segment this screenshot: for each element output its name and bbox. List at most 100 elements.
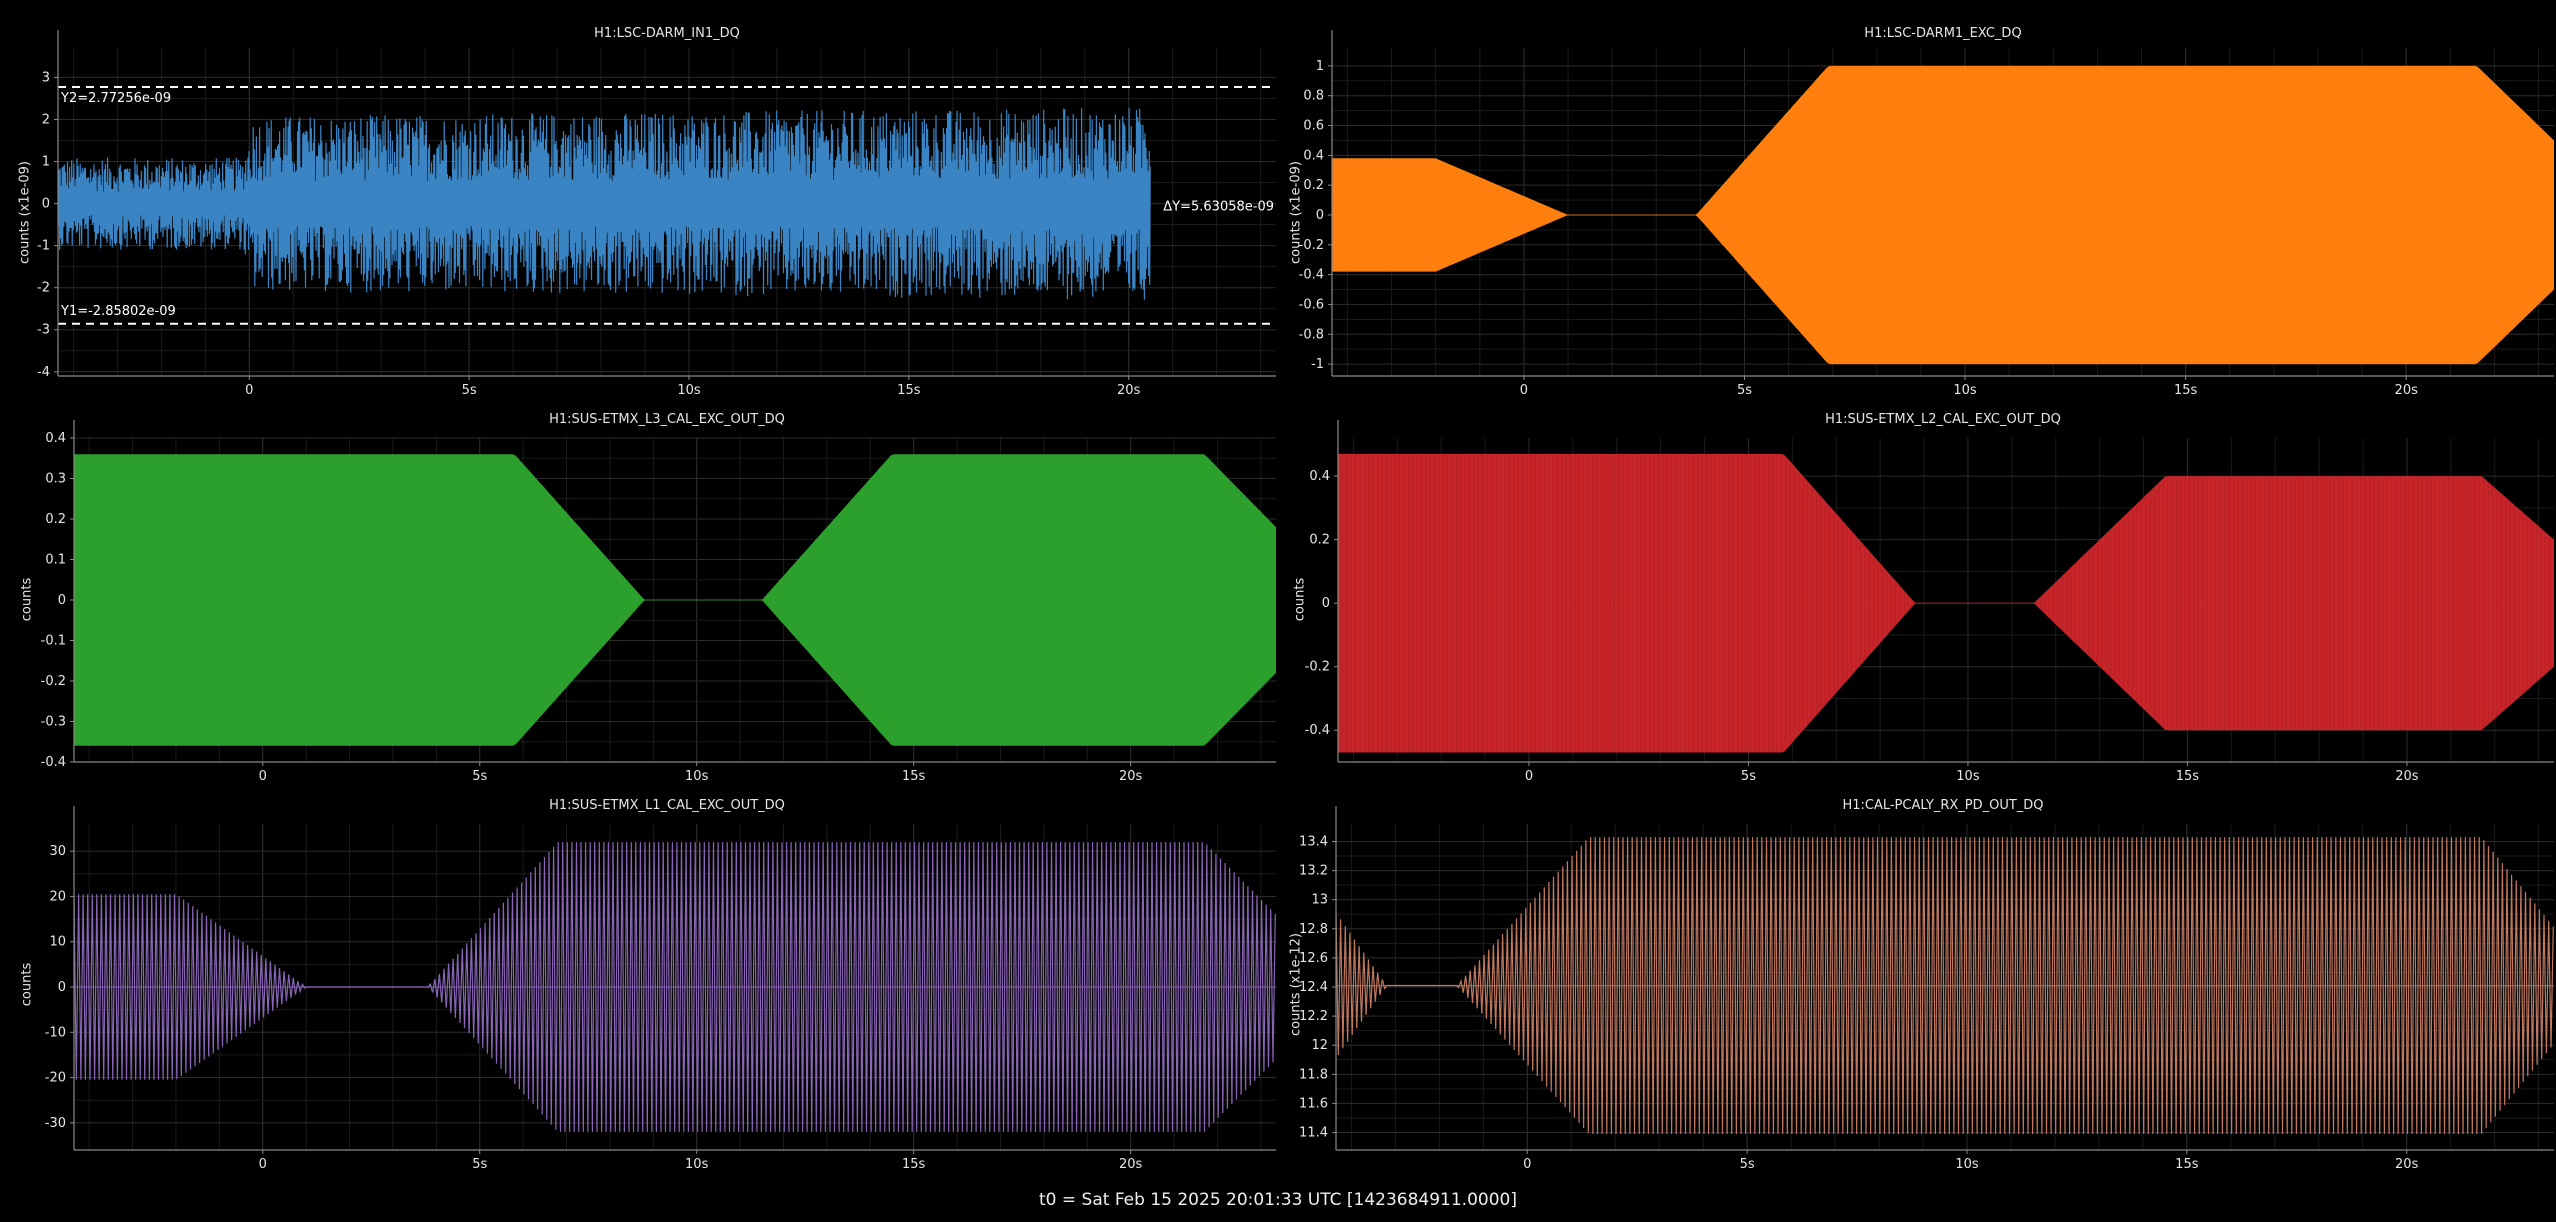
y-tick-label: 0.8 <box>1303 89 1324 104</box>
plot-area[interactable]: 0.4 0.2 0 -0.2 -0.4 0 5s 10s 15s 20s <box>1278 392 2556 784</box>
chart-title: H1:SUS-ETMX_L2_CAL_EXC_OUT_DQ <box>1825 412 2061 427</box>
x-tick-label: 10s <box>677 383 701 398</box>
y-tick-label: -0.8 <box>1299 327 1324 342</box>
y-tick-label: 13.4 <box>1299 834 1328 849</box>
plot-area[interactable]: Y2=2.77256e-09 Y1=-2.85802e-09 ΔY=5.63058e… <box>0 0 1278 398</box>
y-tick-label: -20 <box>45 1071 66 1086</box>
x-tick-label: 5s <box>472 769 487 784</box>
y-tick-label: 2 <box>42 112 50 127</box>
series-line <box>58 108 1151 300</box>
y-tick-label: 11.6 <box>1299 1096 1328 1111</box>
chart-panel-pcaly-rx: H1:CAL-PCALY_RX_PD_OUT_DQ counts (x1e-12… <box>1278 782 2556 1172</box>
x-tick-label: 15s <box>897 383 921 398</box>
y-tick-label: 0.2 <box>1303 178 1324 193</box>
y-tick-label: 12 <box>1311 1038 1328 1053</box>
y-tick-label: 0.2 <box>1309 533 1330 548</box>
y-tick-label: 1 <box>42 155 50 170</box>
cursor-label: Y1=-2.85802e-09 <box>60 304 176 319</box>
x-tick-label: 0 <box>259 769 267 784</box>
x-tick-label: 0 <box>245 383 253 398</box>
y-tick-label: 0 <box>58 980 66 995</box>
chart-title: H1:CAL-PCALY_RX_PD_OUT_DQ <box>1842 798 2044 813</box>
x-tick-label: 10s <box>1953 383 1977 398</box>
chart-panel-l2-cal-exc: H1:SUS-ETMX_L2_CAL_EXC_OUT_DQ counts 0.4… <box>1278 392 2556 784</box>
x-tick-label: 20s <box>2395 1157 2419 1172</box>
gps-time-footer: t0 = Sat Feb 15 2025 20:01:33 UTC [14236… <box>1039 1190 1517 1210</box>
series-envelope <box>1338 453 2554 753</box>
data-series <box>1332 65 2554 365</box>
x-tick-label: 20s <box>2395 769 2419 784</box>
y-tick-label: -3 <box>37 323 50 338</box>
data-series <box>74 454 1276 746</box>
y-tick-label: 0.4 <box>1303 148 1324 163</box>
x-tick-label: 10s <box>1956 769 1980 784</box>
chart-panel-darm1-exc: H1:LSC-DARM1_EXC_DQ counts (x1e-09) 1 0.8… <box>1278 0 2556 398</box>
y-tick-label: 0 <box>58 593 66 608</box>
series-texture <box>1338 453 2551 753</box>
data-series <box>58 108 1151 300</box>
y-tick-label: -2 <box>37 281 50 296</box>
y-tick-label: 13.2 <box>1299 864 1328 879</box>
series-envelope <box>74 454 1276 746</box>
y-tick-label: 0.3 <box>45 472 66 487</box>
chart-title: H1:LSC-DARM1_EXC_DQ <box>1864 26 2022 41</box>
x-tick-label: 15s <box>2174 383 2198 398</box>
plot-area[interactable]: 1 0.8 0.6 0.4 0.2 0 -0.2 -0.4 -0.6 -0.8 -1 0 5s 10s 15… <box>1278 0 2556 398</box>
plot-area[interactable]: 13.4 13.2 13 12.8 12.6 12.4 12.2 12 11.8 11.6 11.4… <box>1278 782 2556 1172</box>
x-tick-label: 0 <box>1523 1157 1531 1172</box>
x-tick-label: 20s <box>2395 383 2419 398</box>
y-tick-label: -0.6 <box>1299 297 1324 312</box>
chart-panel-l3-cal-exc: H1:SUS-ETMX_L3_CAL_EXC_OUT_DQ counts 0.4… <box>0 392 1278 784</box>
chart-panel-darm-in1: H1:LSC-DARM_IN1_DQ counts (x1e-09) Y2=2.… <box>0 0 1278 398</box>
y-tick-label: -0.4 <box>1305 723 1330 738</box>
plot-area[interactable]: 30 20 10 0 -10 -20 -30 0 5s 10s 15s 20s <box>0 782 1278 1172</box>
x-tick-label: 20s <box>1119 1157 1143 1172</box>
plot-area[interactable]: 0.4 0.3 0.2 0.1 0 -0.1 -0.2 -0.3 -0.4 0 5s 10s 15s 20… <box>0 392 1278 784</box>
chart-panel-l1-cal-exc: H1:SUS-ETMX_L1_CAL_EXC_OUT_DQ counts 30 2… <box>0 782 1278 1172</box>
x-tick-label: 10s <box>685 1157 709 1172</box>
x-tick-label: 15s <box>902 769 926 784</box>
y-tick-label: -0.4 <box>1299 268 1324 283</box>
y-tick-label: -30 <box>45 1116 66 1131</box>
y-tick-label: 0 <box>1322 596 1330 611</box>
y-tick-label: 12.6 <box>1299 951 1328 966</box>
data-series <box>1336 837 2554 1135</box>
y-tick-label: 0.4 <box>1309 469 1330 484</box>
y-tick-label: 1 <box>1316 59 1324 74</box>
x-tick-label: 0 <box>1520 383 1528 398</box>
x-tick-label: 15s <box>902 1157 926 1172</box>
y-tick-label: 20 <box>49 889 66 904</box>
y-tick-label: -1 <box>1311 357 1324 372</box>
y-tick-label: 12.4 <box>1299 980 1328 995</box>
y-tick-label: 3 <box>42 70 50 85</box>
y-tick-label: 12.2 <box>1299 1009 1328 1024</box>
y-tick-label: 13 <box>1311 893 1328 908</box>
x-tick-label: 5s <box>1741 769 1756 784</box>
chart-title: H1:SUS-ETMX_L1_CAL_EXC_OUT_DQ <box>549 798 785 813</box>
x-tick-label: 10s <box>1955 1157 1979 1172</box>
y-tick-label: 0.2 <box>45 512 66 527</box>
y-tick-label: 0 <box>42 197 50 212</box>
x-tick-label: 20s <box>1119 769 1143 784</box>
chart-title: H1:LSC-DARM_IN1_DQ <box>594 26 740 41</box>
y-tick-label: -0.2 <box>41 674 66 689</box>
x-tick-label: 0 <box>259 1157 267 1172</box>
x-tick-label: 5s <box>1740 1157 1755 1172</box>
x-tick-label: 20s <box>1117 383 1141 398</box>
data-series <box>74 842 1276 1132</box>
y-tick-label: -0.4 <box>41 755 66 770</box>
y-tick-label: 0.1 <box>45 553 66 568</box>
y-tick-label: 0.4 <box>45 431 66 446</box>
y-tick-label: -4 <box>37 365 50 380</box>
x-tick-label: 15s <box>2175 1157 2199 1172</box>
series-line <box>1336 837 2554 1135</box>
y-tick-label: -0.2 <box>1299 238 1324 253</box>
y-tick-label: 30 <box>49 844 66 859</box>
x-tick-label: 5s <box>1737 383 1752 398</box>
x-tick-label: 5s <box>472 1157 487 1172</box>
y-tick-label: 10 <box>49 935 66 950</box>
x-tick-label: 0 <box>1525 769 1533 784</box>
x-tick-label: 15s <box>2176 769 2200 784</box>
x-tick-label: 10s <box>685 769 709 784</box>
y-tick-label: 11.8 <box>1299 1067 1328 1082</box>
